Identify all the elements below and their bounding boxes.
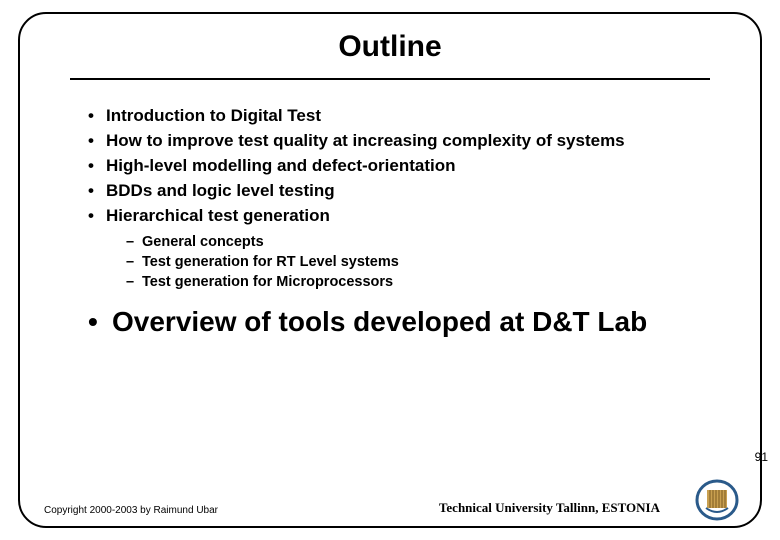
title-underline — [70, 78, 710, 80]
bullet-item: Introduction to Digital Test — [88, 105, 720, 128]
bullet-item: How to improve test quality at increasin… — [88, 130, 720, 153]
copyright-text: Copyright 2000-2003 by Raimund Ubar — [44, 505, 218, 516]
bullet-item: BDDs and logic level testing — [88, 180, 720, 203]
slide: Outline Introduction to Digital Test How… — [0, 0, 780, 540]
bullet-list: Introduction to Digital Test How to impr… — [88, 105, 720, 293]
university-text: Technical University Tallinn, ESTONIA — [439, 500, 660, 516]
slide-title: Outline — [0, 30, 780, 64]
page-number: 91 — [755, 450, 768, 464]
bullet-item: Hierarchical test generation General con… — [88, 205, 720, 293]
bullet-item: High-level modelling and defect-orientat… — [88, 155, 720, 178]
university-logo-icon — [694, 478, 740, 522]
sub-bullet-item: General concepts — [126, 232, 720, 252]
highlight-item: Overview of tools developed at D&T Lab — [88, 305, 720, 339]
sub-bullet-item: Test generation for RT Level systems — [126, 252, 720, 272]
highlight-list: Overview of tools developed at D&T Lab — [88, 305, 720, 339]
content-area: Introduction to Digital Test How to impr… — [88, 105, 720, 338]
highlight-section: Overview of tools developed at D&T Lab — [88, 305, 720, 339]
bullet-item-label: Hierarchical test generation — [106, 206, 330, 225]
sub-bullet-item: Test generation for Microprocessors — [126, 272, 720, 292]
sub-bullet-list: General concepts Test generation for RT … — [126, 232, 720, 293]
